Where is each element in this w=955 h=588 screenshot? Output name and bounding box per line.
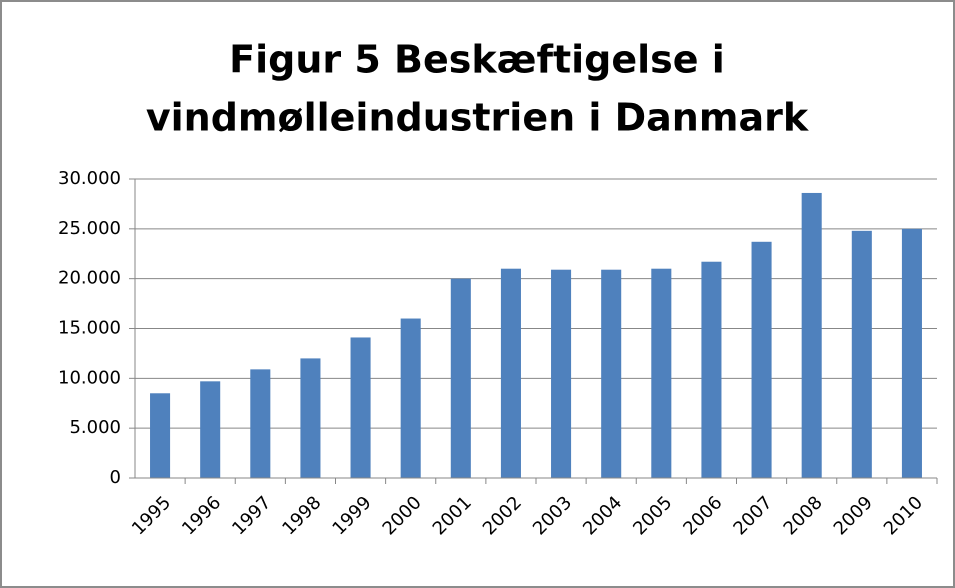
y-tick-label: 10.000 — [58, 367, 121, 388]
y-tick-label: 20.000 — [58, 268, 121, 289]
bar — [651, 268, 672, 478]
bar — [901, 228, 922, 478]
bar — [701, 261, 722, 478]
bar — [851, 230, 872, 478]
bar — [350, 337, 371, 478]
bar — [601, 269, 622, 478]
y-tick-label: 15.000 — [58, 318, 121, 339]
chart-title: vindmølleindustrien i Danmark — [146, 96, 809, 140]
bar — [801, 192, 822, 478]
bar — [250, 369, 271, 478]
bar — [450, 278, 471, 478]
bar — [551, 269, 572, 478]
y-tick-label: 25.000 — [58, 218, 121, 239]
y-tick-label: 30.000 — [58, 168, 121, 189]
bar — [751, 241, 772, 478]
bar — [200, 381, 221, 478]
bar — [150, 393, 171, 478]
bar — [300, 358, 321, 478]
y-tick-label: 5.000 — [69, 417, 121, 438]
bar — [400, 318, 421, 478]
y-tick-label: 0 — [110, 467, 121, 488]
bar — [500, 268, 521, 478]
chart-title: Figur 5 Beskæftigelse i — [229, 38, 725, 82]
